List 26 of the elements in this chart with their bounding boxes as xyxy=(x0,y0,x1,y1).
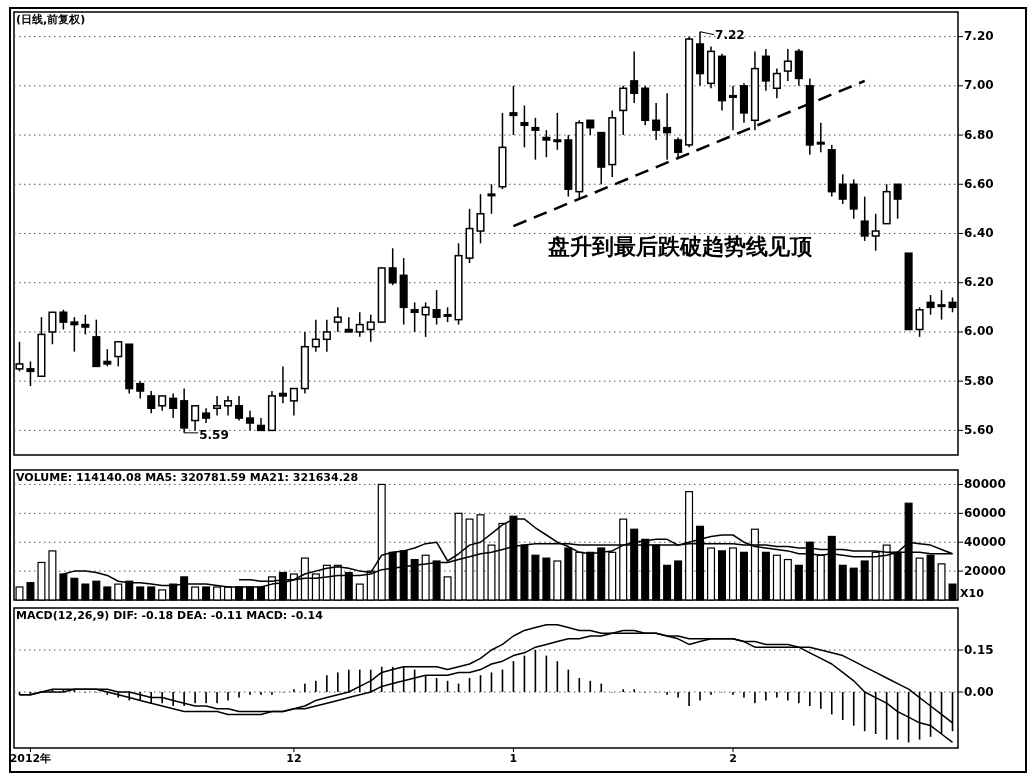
y-tick-label: 40000 xyxy=(964,534,1006,549)
chart-title: VOLUME: 114140.08 MA5: 320781.59 MA21: 321634.28 xyxy=(16,471,359,484)
y-tick-label: 0.00 xyxy=(964,684,994,699)
y-tick-label: 6.40 xyxy=(964,226,994,240)
annotation: 5.59 xyxy=(199,428,229,443)
y-tick-label: 6.20 xyxy=(964,275,994,290)
x-tick-label: 2 xyxy=(729,752,737,765)
y-tick-label: 7.00 xyxy=(964,78,994,93)
annotation: 7.22 xyxy=(715,28,745,43)
x-tick-label: 2012年 xyxy=(9,752,52,765)
y-tick-label: 80000 xyxy=(964,476,1006,491)
chart-title: (日线,前复权) xyxy=(16,13,86,26)
y-tick-label: 60000 xyxy=(964,505,1006,520)
chart-title: MACD(12,26,9) DIF: -0.18 DEA: -0.11 MACD: -0.14 xyxy=(16,609,324,622)
x-tick-label: 12 xyxy=(286,752,302,765)
y-tick-label: 6.60 xyxy=(964,176,994,191)
x-tick-label: 1 xyxy=(509,752,518,765)
y-tick-label: 6.00 xyxy=(964,324,994,339)
y-tick-label: 7.20 xyxy=(964,29,994,44)
annotation: 盘升到最后跌破趋势线见顶 xyxy=(547,234,814,259)
y-tick-label: 5.80 xyxy=(964,373,994,388)
y-tick-label: 20000 xyxy=(964,563,1006,578)
text: X10 xyxy=(960,587,985,600)
y-tick-label: 5.60 xyxy=(964,422,994,437)
y-tick-label: 6.80 xyxy=(964,127,994,142)
y-tick-label: 0.15 xyxy=(964,642,994,657)
